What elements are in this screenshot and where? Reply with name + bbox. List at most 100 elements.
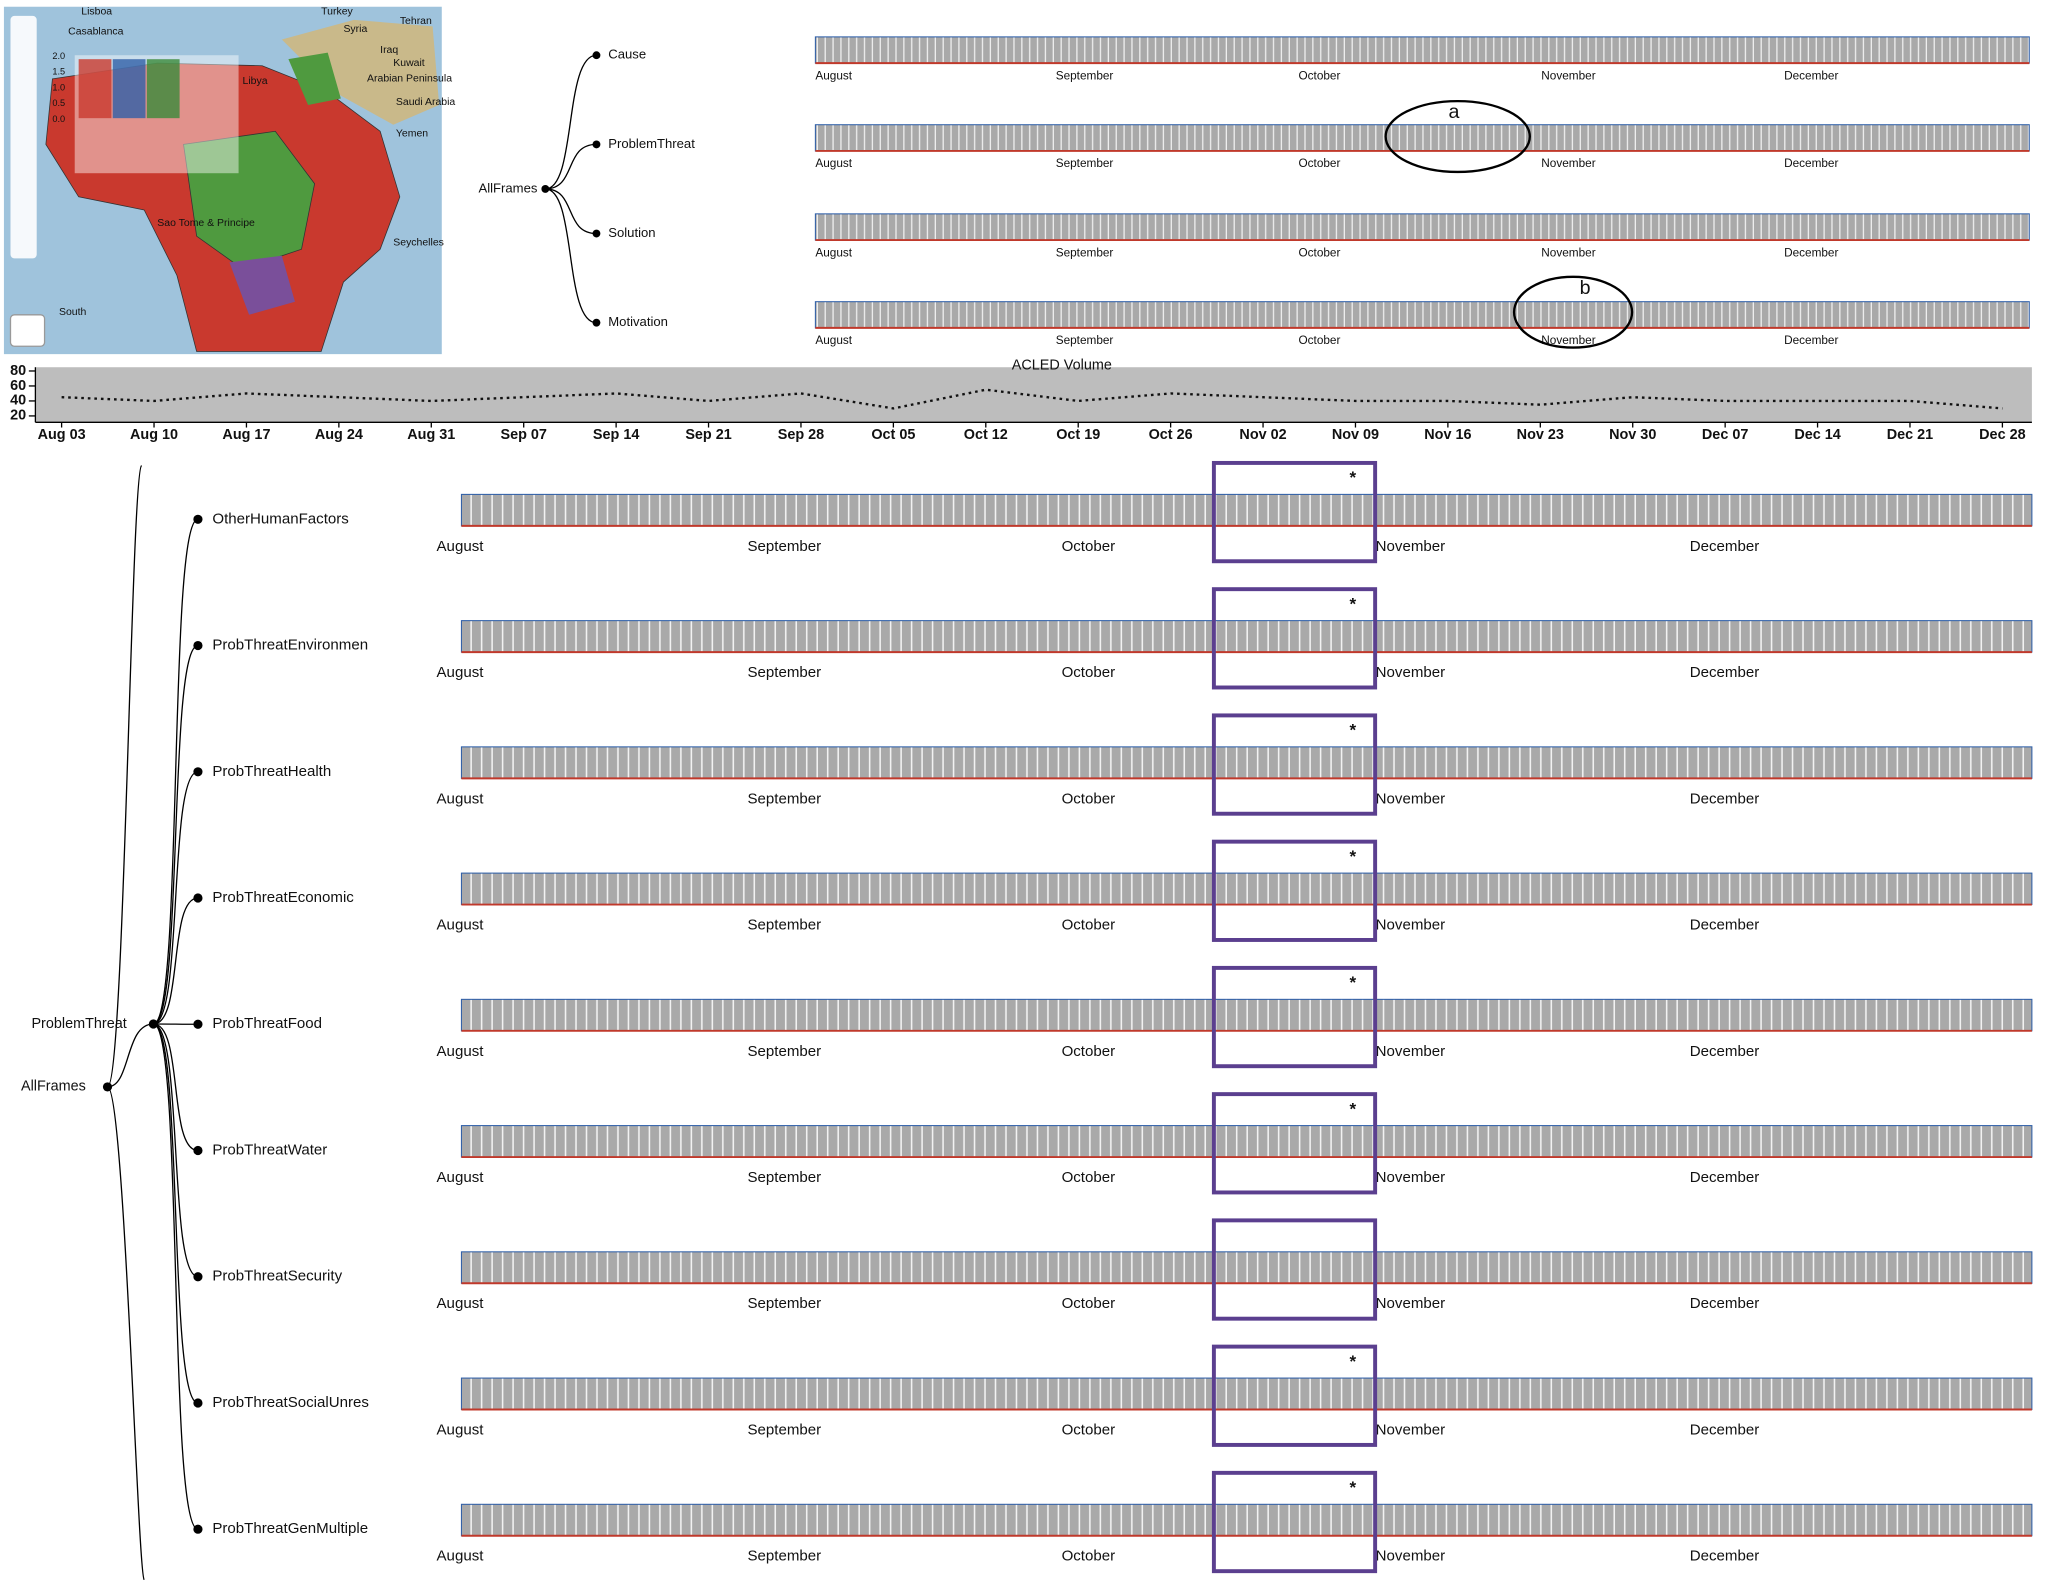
map: [3, 6, 442, 355]
tree-link: [153, 1023, 199, 1152]
map-label: Yemen: [396, 129, 428, 140]
x-tick-label: Dec 14: [1794, 427, 1840, 443]
month-label: September: [747, 1043, 821, 1060]
x-tick-label: Sep 28: [778, 427, 824, 443]
tree-node-label: AllFrames: [478, 180, 537, 195]
selection-box: [1211, 713, 1378, 816]
month-label: September: [747, 538, 821, 555]
month-label: December: [1690, 1421, 1759, 1438]
map-label: Kuwait: [393, 58, 425, 69]
month-label: November: [1376, 917, 1445, 934]
map-controls[interactable]: [10, 15, 37, 259]
x-tick-label: Nov 16: [1424, 427, 1471, 443]
x-tick-label: Oct 12: [964, 427, 1008, 443]
selection-marker: *: [1350, 1352, 1357, 1371]
x-tick-label: Sep 21: [685, 427, 731, 443]
month-label: November: [1376, 1421, 1445, 1438]
month-label: August: [815, 334, 852, 347]
tree-link: [153, 518, 199, 1025]
month-label: October: [1299, 69, 1341, 82]
timeline-strip: [814, 213, 2030, 241]
y-tick-label: 20: [10, 408, 26, 424]
tree-node-label: ProbThreatEconomic: [212, 889, 354, 906]
land: [281, 19, 440, 125]
legend-tick: 0.5: [52, 98, 65, 108]
tree-node: [592, 140, 601, 149]
x-tick-label: Nov 09: [1332, 427, 1379, 443]
month-label: November: [1376, 1295, 1445, 1312]
month-label: November: [1541, 334, 1595, 347]
timeline-strip: [460, 1503, 2033, 1537]
layers-button[interactable]: [9, 314, 46, 347]
tree-node: [193, 1272, 203, 1282]
tree-links: [545, 54, 597, 324]
selection-marker: *: [1350, 594, 1357, 613]
tree-node: [193, 1398, 203, 1408]
month-label: September: [747, 664, 821, 681]
annotation: b: [1580, 277, 1591, 299]
selection-box: [1211, 1218, 1378, 1321]
month-label: August: [437, 917, 485, 934]
month-label: September: [747, 1421, 821, 1438]
month-label: September: [1056, 69, 1114, 82]
month-label: August: [437, 538, 485, 555]
timeline-strip: [460, 998, 2033, 1032]
map-label: Saudi Arabia: [396, 97, 456, 108]
x-tick-label: Aug 03: [38, 427, 86, 443]
map-label: South: [59, 307, 87, 318]
legend-tick: 0.0: [52, 114, 65, 124]
legend-tick: 1.0: [52, 82, 65, 92]
month-label: December: [1690, 1169, 1759, 1186]
map-label: Tehran: [400, 16, 432, 27]
month-label: November: [1541, 69, 1595, 82]
tree-node: [193, 1019, 203, 1029]
month-label: October: [1062, 1043, 1116, 1060]
month-label: September: [747, 1548, 821, 1565]
timeline-strip: [460, 1377, 2033, 1411]
timeline-strip: [460, 493, 2033, 527]
month-label: December: [1690, 664, 1759, 681]
annotation: a: [1449, 101, 1460, 123]
month-label: December: [1690, 1043, 1759, 1060]
tree-node-label: OtherHumanFactors: [212, 510, 348, 527]
tree-node-label: ProblemThreat: [608, 136, 695, 151]
timeline-strip: [814, 124, 2030, 152]
selection-box: [1211, 1092, 1378, 1195]
month-label: August: [437, 1043, 485, 1060]
month-label: December: [1690, 790, 1759, 807]
month-label: November: [1376, 538, 1445, 555]
timeline-strip: [814, 301, 2030, 329]
tree-node: [592, 229, 601, 238]
x-tick-label: Nov 23: [1517, 427, 1564, 443]
tree-node: [193, 1145, 203, 1156]
tree-node-label: AllFrames: [21, 1079, 86, 1095]
month-label: December: [1690, 1548, 1759, 1565]
region: [229, 255, 295, 315]
month-label: December: [1784, 334, 1838, 347]
timeline-strip: [814, 36, 2030, 64]
month-label: November: [1376, 1043, 1445, 1060]
tree-link: [153, 1023, 199, 1404]
tree-node-label: ProbThreatEnvironmen: [212, 637, 368, 654]
tree-node-label: Motivation: [608, 314, 668, 329]
month-label: December: [1690, 1295, 1759, 1312]
tree-links: [106, 465, 154, 1580]
month-label: October: [1062, 790, 1116, 807]
month-label: August: [815, 69, 852, 82]
legend-swatch: [146, 59, 180, 119]
x-tick-label: Oct 19: [1056, 427, 1100, 443]
selection-marker: *: [1350, 1478, 1357, 1497]
tree-node-label: ProblemThreat: [31, 1016, 126, 1032]
tree-node-label: ProbThreatWater: [212, 1141, 327, 1158]
x-tick-label: Nov 02: [1239, 427, 1286, 443]
tree-link: [153, 1023, 199, 1530]
month-label: November: [1541, 246, 1595, 259]
legend-tick: 1.5: [52, 67, 65, 77]
x-tick-label: Dec 28: [1979, 427, 2025, 443]
month-label: November: [1376, 1548, 1445, 1565]
map-label: Iraq: [380, 45, 398, 56]
tree-node-label: ProbThreatFood: [212, 1015, 322, 1032]
x-tick-label: Sep 14: [593, 427, 639, 443]
x-tick-label: Dec 21: [1887, 427, 1933, 443]
